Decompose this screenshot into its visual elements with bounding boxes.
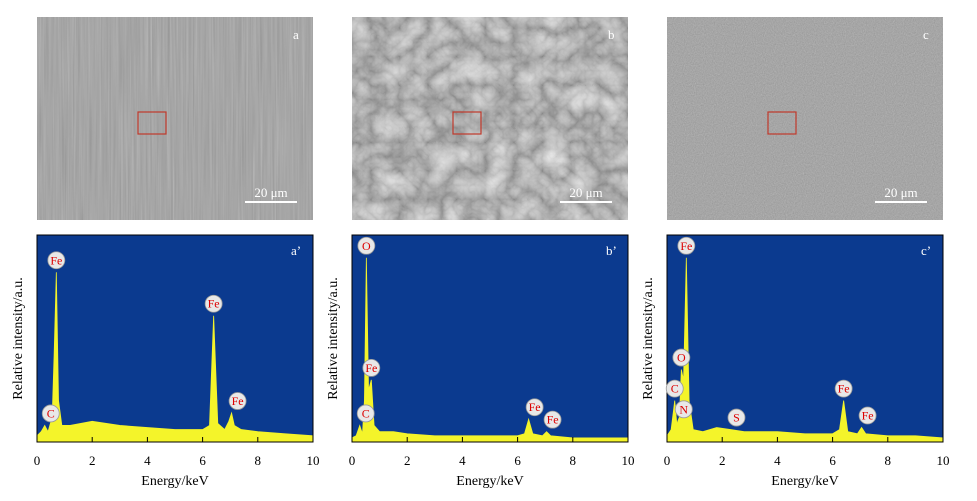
panel-label: c [923,27,929,42]
peak-annotation: O [672,348,691,367]
x-tick-label: 2 [404,453,411,468]
peak-marker [672,348,691,367]
panel-label: a’ [291,243,301,258]
analysis-area [137,111,167,135]
plot-frame [351,234,629,443]
peak-annotation: N [674,400,693,419]
y-axis-label: Relative intensity/a.u. [326,277,341,399]
peak-annotation: Fe [228,392,247,410]
spectrum-area [666,257,944,443]
sem-texture [37,17,313,220]
peak-marker [677,236,696,255]
element-label: O [677,351,686,365]
peak-marker [834,379,853,398]
peak-marker [41,404,60,423]
x-tick-label: 0 [664,453,671,468]
plot-background [352,235,628,442]
peak-annotation: S [727,408,746,427]
x-tick-label: 2 [89,453,96,468]
peak-annotation: Fe [525,398,544,417]
peak-annotation: O [357,236,376,255]
spectrum-area [351,257,629,443]
element-label: O [362,239,371,253]
element-label: Fe [50,253,62,267]
peak-marker [228,392,247,410]
peak-marker [204,294,223,313]
element-label: C [362,406,370,420]
element-label: C [671,382,679,396]
x-tick-label: 10 [622,453,635,468]
x-tick-label: 8 [885,453,892,468]
x-tick-label: 4 [774,453,781,468]
element-label: Fe [208,297,220,311]
peak-marker [47,251,66,270]
peak-annotation: Fe [362,358,381,377]
x-tick-label: 2 [719,453,726,468]
panel-label: a [293,27,299,42]
element-label: Fe [529,400,541,414]
scale-bar-label: 20 μm [254,185,287,200]
analysis-area [452,111,482,135]
x-tick-label: 8 [255,453,262,468]
x-tick-label: 10 [307,453,320,468]
element-label: S [733,411,740,425]
peak-marker [727,408,746,427]
scale-bar-label: 20 μm [569,185,602,200]
element-label: Fe [547,413,559,427]
element-label: Fe [365,361,377,375]
x-tick-label: 8 [570,453,577,468]
peak-annotation: Fe [204,294,223,313]
plot-frame [36,234,314,443]
peak-marker [665,379,684,398]
panel-label: c’ [921,243,931,258]
peak-marker [674,400,693,419]
element-label: N [679,402,688,416]
element-label: Fe [838,382,850,396]
x-tick-label: 6 [514,453,521,468]
plot-frame [666,234,944,443]
element-label: Fe [862,409,874,423]
x-tick-label: 0 [349,453,356,468]
x-tick-label: 4 [144,453,151,468]
peak-marker [543,410,562,429]
peak-annotation: Fe [834,379,853,398]
analysis-area [767,111,797,135]
peak-annotation: C [356,404,375,423]
scale-bar-label: 20 μm [884,185,917,200]
element-label: C [47,406,55,420]
x-axis-label: Energy/keV [771,474,838,489]
peak-annotation: Fe [543,410,562,429]
y-axis-label: Relative intensity/a.u. [641,277,656,399]
x-tick-label: 6 [829,453,836,468]
panel-label: b’ [606,243,617,258]
x-tick-label: 6 [199,453,206,468]
sem-texture [667,17,943,220]
peak-marker [362,358,381,377]
peak-annotation: Fe [858,406,877,425]
peak-marker [525,398,544,417]
peak-annotation: C [665,379,684,398]
peak-marker [357,236,376,255]
peak-marker [858,406,877,425]
element-label: Fe [680,239,692,253]
peak-annotation: C [41,404,60,423]
spectrum-area [36,272,314,443]
plot-background [667,235,943,442]
y-axis-label: Relative intensity/a.u. [11,277,26,399]
x-tick-label: 0 [34,453,41,468]
x-tick-label: 4 [459,453,466,468]
panel-label: b [608,27,615,42]
plot-background [37,235,313,442]
x-axis-label: Energy/keV [141,474,208,489]
sem-texture [352,17,628,220]
peak-marker [356,404,375,423]
element-label: Fe [232,394,244,408]
x-axis-label: Energy/keV [456,474,523,489]
x-tick-label: 10 [937,453,950,468]
peak-annotation: Fe [677,236,696,255]
peak-annotation: Fe [47,251,66,270]
